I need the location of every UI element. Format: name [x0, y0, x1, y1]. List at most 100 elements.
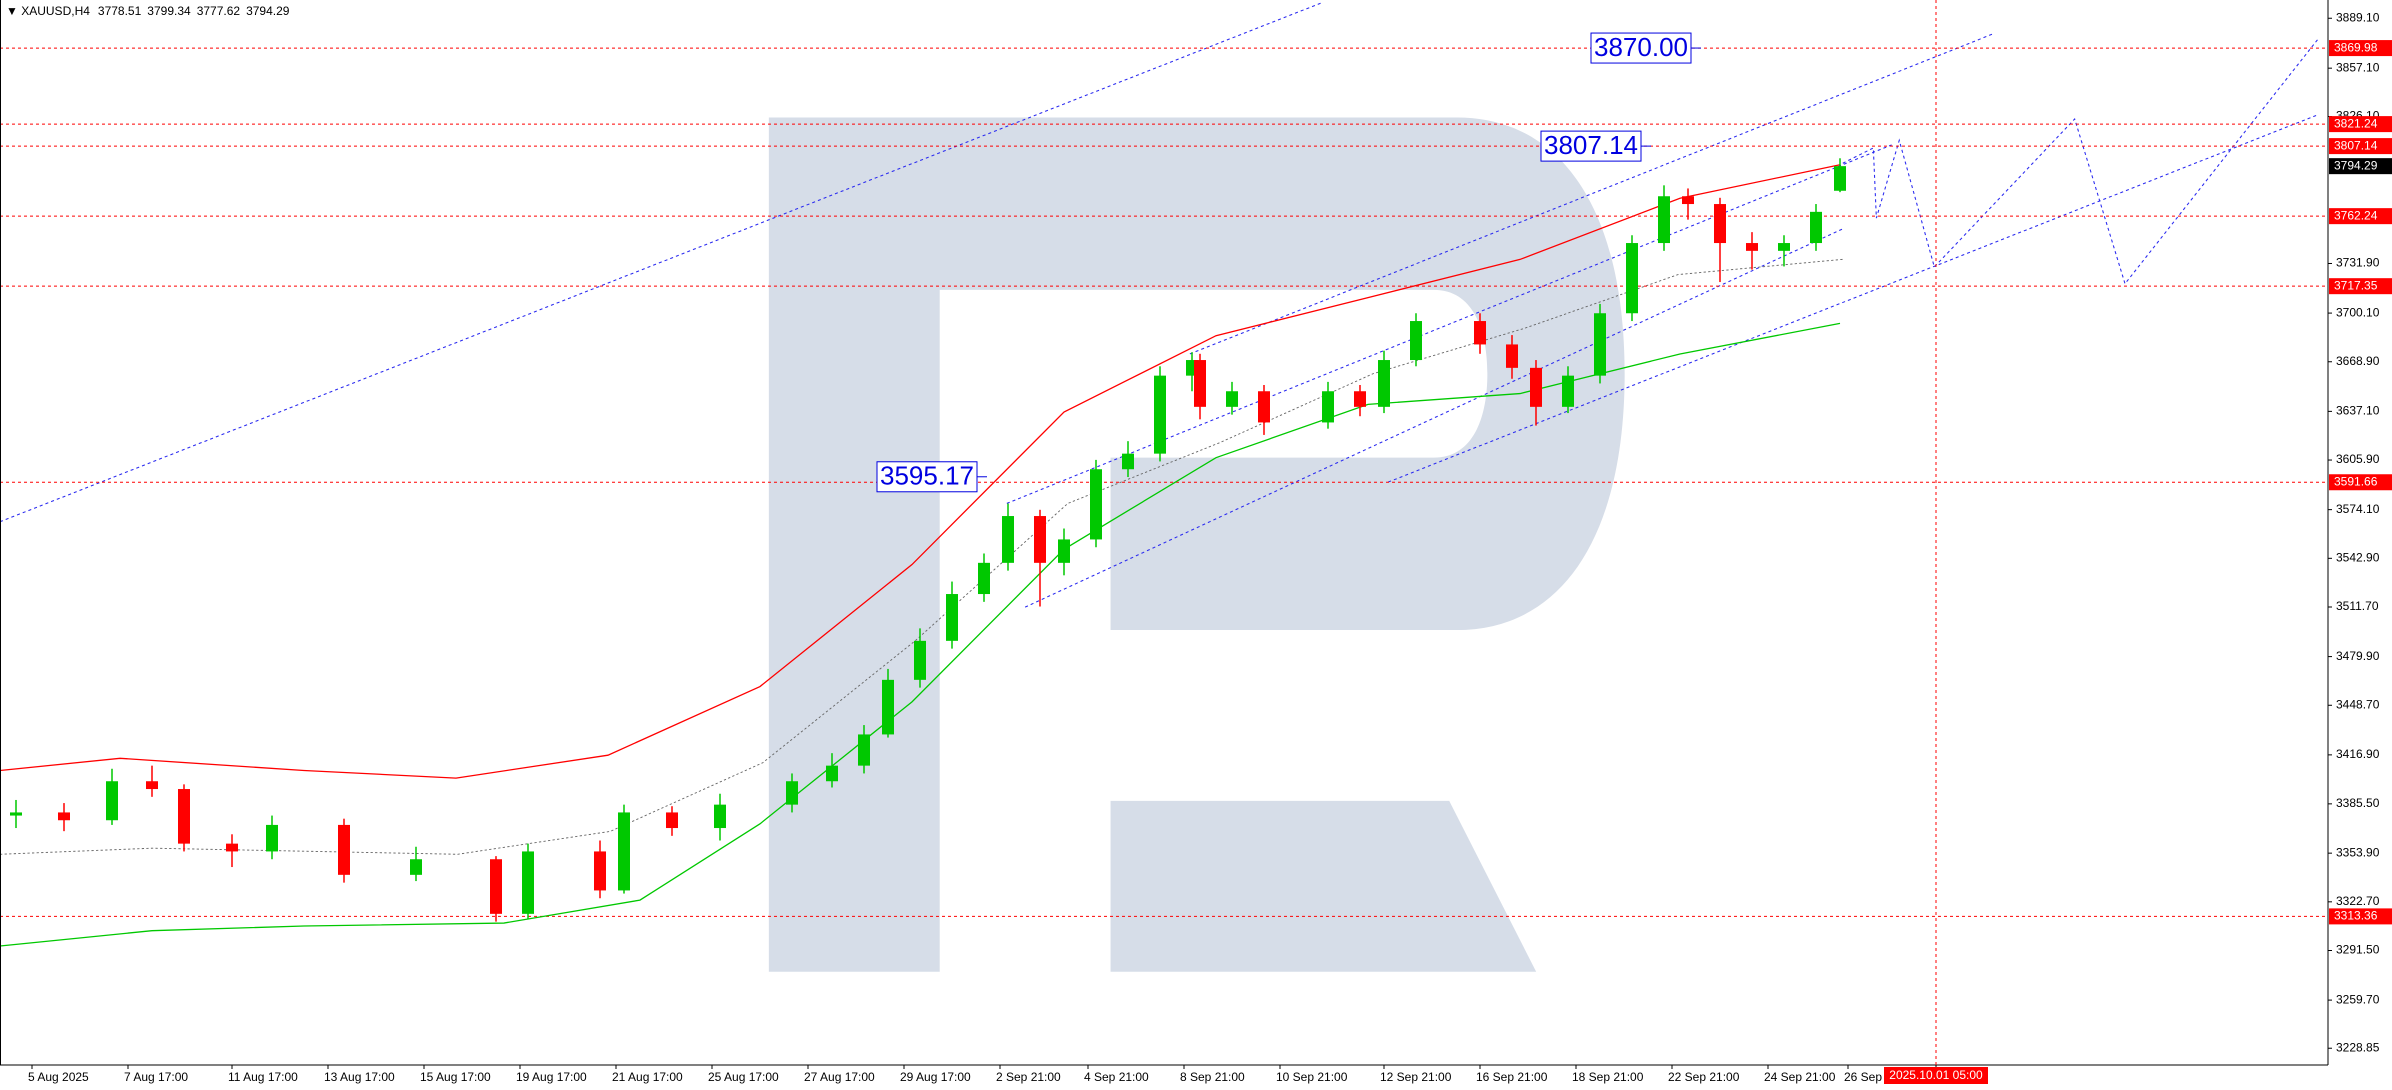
- channel-line: [0, 2, 1322, 523]
- y-tick-label: 3322.70: [2336, 894, 2380, 908]
- annotation-label: 3595.17: [880, 461, 974, 491]
- candle-body: [1154, 375, 1166, 454]
- x-tick-label: 29 Aug 17:00: [900, 1070, 971, 1084]
- candle-body: [410, 859, 422, 875]
- level-label-bg: [2329, 40, 2392, 57]
- candle-body: [1746, 243, 1758, 251]
- candle-body: [1714, 204, 1726, 244]
- candle-body: [1474, 321, 1486, 345]
- candle-body: [490, 859, 502, 914]
- candle-body: [1378, 360, 1390, 407]
- current-price-bg: [2329, 158, 2392, 175]
- candle-body: [1322, 391, 1334, 423]
- candle-body: [1562, 375, 1574, 407]
- y-tick-label: 3291.50: [2336, 943, 2380, 957]
- watermark-leg: [1110, 800, 1537, 972]
- high-value: 3799.34: [147, 4, 191, 18]
- y-tick-label: 3385.50: [2336, 796, 2380, 810]
- y-tick-label: 3542.90: [2336, 550, 2380, 564]
- candle-body: [1778, 243, 1790, 251]
- candle-body: [1258, 391, 1270, 423]
- channel-line: [1388, 113, 2319, 483]
- x-tick-label: 21 Aug 17:00: [612, 1070, 683, 1084]
- level-label: 3869.98: [2334, 40, 2378, 54]
- candle-body: [786, 781, 798, 805]
- level-label-bg: [2329, 208, 2392, 225]
- x-tick-label: 15 Aug 17:00: [420, 1070, 491, 1084]
- candle-body: [106, 781, 118, 821]
- y-tick-label: 3353.90: [2336, 845, 2380, 859]
- x-tick-label: 11 Aug 17:00: [228, 1070, 298, 1084]
- y-tick-label: 3731.90: [2336, 256, 2380, 270]
- watermark: [768, 117, 1625, 972]
- candle-body: [1506, 344, 1518, 368]
- level-label-bg: [2329, 278, 2392, 295]
- open-value: 3778.51: [98, 4, 142, 18]
- candle-body: [1658, 196, 1670, 244]
- middle-band: [0, 258, 1843, 855]
- candle-body: [1002, 516, 1014, 563]
- candle-body: [946, 594, 958, 641]
- level-label: 3762.24: [2334, 208, 2378, 222]
- candle-body: [146, 781, 158, 790]
- x-tick-label: 22 Sep 21:00: [1668, 1070, 1740, 1084]
- plot-area: [0, 47, 2328, 947]
- candle-body: [826, 765, 838, 782]
- x-tick-label: 13 Aug 17:00: [324, 1070, 395, 1084]
- x-tick-label: 19 Aug 17:00: [516, 1070, 587, 1084]
- x-tick-label: 8 Sep 21:00: [1180, 1070, 1245, 1084]
- candle-body: [714, 804, 726, 829]
- level-label: 3313.36: [2334, 909, 2378, 923]
- y-tick-label: 3259.70: [2336, 992, 2380, 1006]
- candle-body: [1194, 360, 1206, 407]
- candle-body: [10, 812, 22, 816]
- candle-body: [978, 562, 990, 595]
- y-tick-label: 3511.70: [2336, 599, 2379, 613]
- current-price-label: 3794.29: [2334, 158, 2378, 172]
- candle-body: [522, 851, 534, 914]
- candle-body: [594, 851, 606, 891]
- candle-body: [882, 679, 894, 735]
- candle-body: [914, 640, 926, 680]
- level-label-bg: [2329, 908, 2392, 925]
- annotation-label: 3807.14: [1544, 130, 1638, 160]
- y-tick-label: 3448.70: [2336, 697, 2380, 711]
- candle-body: [1594, 313, 1606, 376]
- candle-body: [858, 734, 870, 766]
- candle-body: [1058, 539, 1070, 563]
- level-label: 3717.35: [2334, 278, 2378, 292]
- y-tick-label: 3668.90: [2336, 354, 2380, 368]
- y-tick-label: 3605.90: [2336, 452, 2380, 466]
- y-tick-label: 3637.10: [2336, 404, 2380, 418]
- x-tick-label: 25 Aug 17:00: [708, 1070, 779, 1084]
- header: ▼ XAUUSD,H4 3778.51 3799.34 3777.62 3794.29: [6, 4, 290, 18]
- candle-body: [1810, 211, 1822, 244]
- close-value: 3794.29: [246, 4, 290, 18]
- x-tick-label: 7 Aug 17:00: [124, 1070, 188, 1084]
- candle-body: [1410, 321, 1422, 361]
- moving-average: [0, 322, 1841, 947]
- candle-body: [58, 812, 70, 821]
- candle-body: [1034, 516, 1046, 563]
- x-tick-label: 5 Aug 2025: [28, 1070, 89, 1084]
- candle-body: [1682, 196, 1694, 205]
- candle-body: [226, 843, 238, 852]
- menu-arrow: ▼: [6, 4, 21, 18]
- x-tick-label: 10 Sep 21:00: [1276, 1070, 1348, 1084]
- annotation-label: 3870.00: [1594, 32, 1688, 62]
- candle-body: [1354, 391, 1366, 407]
- candle-body: [1530, 367, 1542, 407]
- x-tick-label: 24 Sep 21:00: [1764, 1070, 1836, 1084]
- y-tick-label: 3574.10: [2336, 502, 2380, 516]
- level-label: 3807.14: [2334, 138, 2378, 152]
- channel-line: [1189, 33, 1995, 355]
- x-tick-label: 2 Sep 21:00: [996, 1070, 1061, 1084]
- y-tick-label: 3479.90: [2336, 649, 2380, 663]
- level-label: 3821.24: [2334, 116, 2378, 130]
- watermark-bowl: [768, 117, 1625, 972]
- annotation-box: [1590, 32, 1692, 64]
- moving-average: [0, 164, 1841, 779]
- level-label-bg: [2329, 116, 2392, 133]
- x-tick-label: 12 Sep 21:00: [1380, 1070, 1452, 1084]
